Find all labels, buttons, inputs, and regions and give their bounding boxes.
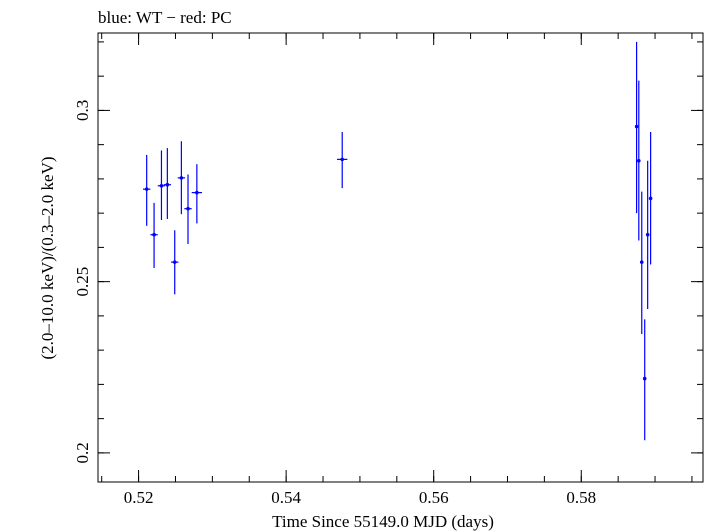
data-marker <box>152 232 156 237</box>
x-tick-label: 0.58 <box>566 488 596 507</box>
data-marker <box>144 187 149 191</box>
x-tick-label: 0.54 <box>271 488 301 507</box>
data-marker <box>179 176 184 180</box>
y-tick-label: 0.2 <box>73 442 92 463</box>
data-marker <box>340 157 345 162</box>
data-point <box>191 164 203 224</box>
data-point <box>143 154 151 226</box>
data-marker <box>634 124 639 129</box>
data-point <box>337 131 348 189</box>
x-tick-label: 0.52 <box>124 488 154 507</box>
data-point <box>150 202 158 268</box>
x-tick-label: 0.56 <box>419 488 449 507</box>
y-tick-labels: 0.2 0.25 0.3 <box>73 100 92 464</box>
data-point <box>637 80 641 241</box>
y-tick-label: 0.25 <box>73 267 92 297</box>
data-point <box>642 319 647 441</box>
data-marker <box>642 376 647 381</box>
data-point <box>645 160 650 310</box>
data-point <box>177 141 186 215</box>
plot-frame <box>97 32 704 483</box>
data-marker <box>165 182 170 187</box>
data-point <box>634 41 639 214</box>
axis-ticks <box>98 33 703 482</box>
data-marker <box>172 260 177 264</box>
data-point <box>639 191 644 335</box>
data-marker <box>637 158 641 163</box>
y-axis-label: (2.0–10.0 keV)/(0.3–2.0 keV) <box>38 156 57 359</box>
data-marker <box>195 190 199 195</box>
data-point <box>163 148 172 219</box>
data-series-wt <box>143 41 653 441</box>
data-point <box>171 230 179 295</box>
x-axis-label: Time Since 55149.0 MJD (days) <box>272 512 494 531</box>
chart-title: blue: WT − red: PC <box>98 8 232 27</box>
data-marker <box>639 260 644 264</box>
x-tick-labels: 0.52 0.54 0.56 0.58 <box>124 488 596 507</box>
data-point <box>184 174 192 244</box>
data-point <box>648 131 653 265</box>
data-marker <box>186 206 190 211</box>
data-point <box>157 150 166 220</box>
y-tick-label: 0.3 <box>73 100 92 121</box>
data-marker <box>648 196 653 201</box>
data-marker <box>645 232 650 237</box>
data-marker <box>159 183 164 188</box>
